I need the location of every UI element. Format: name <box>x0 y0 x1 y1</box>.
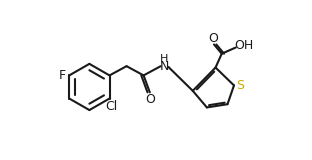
Text: Cl: Cl <box>105 100 117 113</box>
Text: N: N <box>160 60 169 73</box>
Text: O: O <box>208 32 218 45</box>
Text: OH: OH <box>234 39 253 52</box>
Text: H: H <box>160 54 169 64</box>
Text: O: O <box>146 93 155 106</box>
Text: S: S <box>236 79 244 92</box>
Text: F: F <box>59 69 66 82</box>
